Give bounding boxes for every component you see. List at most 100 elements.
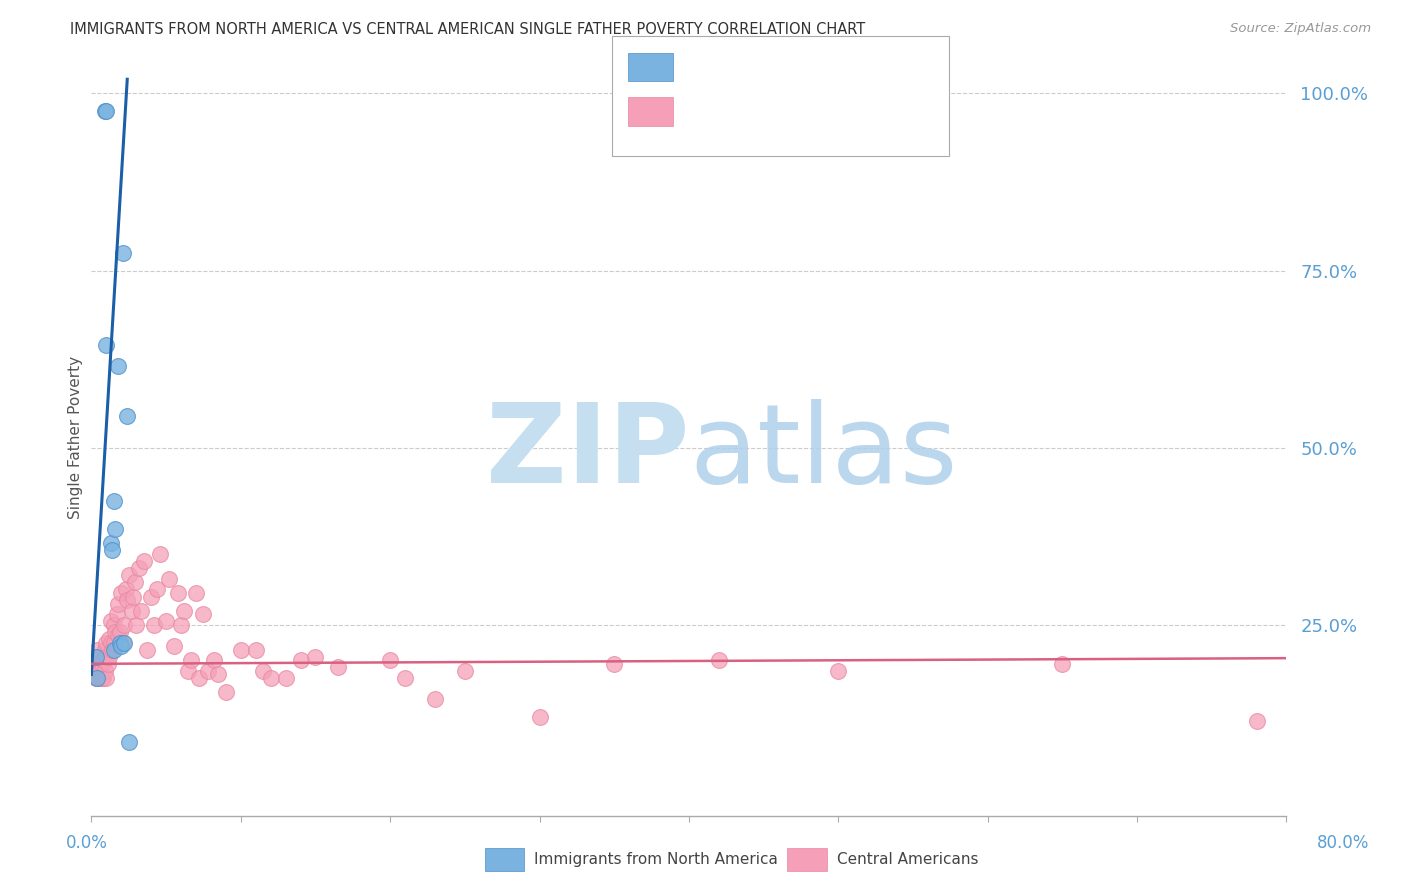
Point (105, 607, 128, 622)
Point (83, 664, 105, 678)
Point (93, 653, 115, 667)
Point (274, 671, 297, 685)
Point (188, 671, 211, 685)
Point (149, 547, 172, 561)
Text: 0.0%: 0.0% (66, 834, 108, 852)
Point (90, 657, 112, 671)
Text: ZIP: ZIP (485, 399, 689, 506)
Point (112, 618, 135, 632)
Point (84, 649, 107, 664)
Point (245, 642, 267, 657)
Text: Immigrants from North America: Immigrants from North America (534, 853, 778, 867)
Point (104, 522, 127, 536)
Text: Source: ZipAtlas.com: Source: ZipAtlas.com (1230, 22, 1371, 36)
Point (90, 671, 112, 685)
Y-axis label: Single Father Poverty: Single Father Poverty (67, 356, 83, 518)
Point (173, 604, 195, 618)
Text: 0.004: 0.004 (731, 103, 787, 120)
Point (93, 671, 115, 685)
Point (104, 624, 127, 639)
Point (86, 671, 108, 685)
Point (827, 664, 849, 678)
Point (162, 639, 184, 653)
Point (423, 692, 446, 706)
Point (108, 624, 131, 639)
Text: Central Americans: Central Americans (837, 853, 979, 867)
Point (86, 671, 108, 685)
Point (135, 642, 157, 657)
Point (121, 604, 143, 618)
Point (96, 104, 118, 119)
Text: R =: R = (689, 58, 725, 76)
Point (89, 671, 111, 685)
Point (94, 104, 117, 119)
Point (167, 586, 190, 600)
Point (143, 618, 166, 632)
Text: 17: 17 (848, 58, 873, 76)
Point (290, 653, 312, 667)
Point (84, 657, 107, 671)
Point (108, 635, 131, 649)
Point (707, 653, 730, 667)
Point (197, 664, 219, 678)
Point (177, 664, 200, 678)
Point (115, 593, 138, 607)
Point (1052, 657, 1074, 671)
Point (96, 338, 118, 352)
Point (129, 604, 152, 618)
Point (103, 642, 125, 657)
Point (98, 632, 121, 646)
Point (1246, 714, 1268, 728)
Point (101, 642, 124, 657)
Point (118, 735, 141, 749)
Point (141, 590, 163, 604)
Point (100, 635, 122, 649)
Point (110, 639, 132, 653)
Point (193, 607, 215, 622)
Point (529, 710, 551, 724)
Point (146, 582, 169, 597)
Point (103, 635, 125, 649)
Point (110, 586, 132, 600)
Point (111, 245, 134, 260)
Point (155, 615, 177, 629)
Point (100, 536, 122, 550)
Point (96, 635, 118, 649)
Point (454, 664, 477, 678)
Point (207, 667, 229, 681)
Point (87, 649, 110, 664)
Point (124, 575, 146, 590)
Point (87, 664, 110, 678)
Point (97, 657, 120, 671)
Point (107, 359, 129, 374)
Point (103, 618, 125, 632)
Point (100, 615, 122, 629)
Text: R =: R = (689, 103, 725, 120)
Point (180, 653, 202, 667)
Point (112, 635, 135, 649)
Text: 80.0%: 80.0% (1316, 834, 1369, 852)
Text: 82: 82 (848, 103, 873, 120)
Point (125, 618, 148, 632)
Point (107, 597, 129, 611)
Point (103, 493, 125, 508)
Point (259, 671, 281, 685)
Point (98, 649, 121, 664)
Point (122, 590, 145, 604)
Point (114, 582, 136, 597)
Point (94, 664, 117, 678)
Point (111, 635, 134, 649)
Point (304, 649, 326, 664)
Point (86, 642, 108, 657)
Point (94, 642, 117, 657)
Point (184, 586, 207, 600)
Point (96, 671, 118, 685)
Point (96, 649, 118, 664)
Point (157, 572, 180, 586)
Point (202, 653, 225, 667)
Point (107, 628, 129, 642)
Text: atlas: atlas (689, 399, 957, 506)
Point (252, 664, 274, 678)
Point (215, 685, 238, 699)
Point (115, 409, 138, 423)
